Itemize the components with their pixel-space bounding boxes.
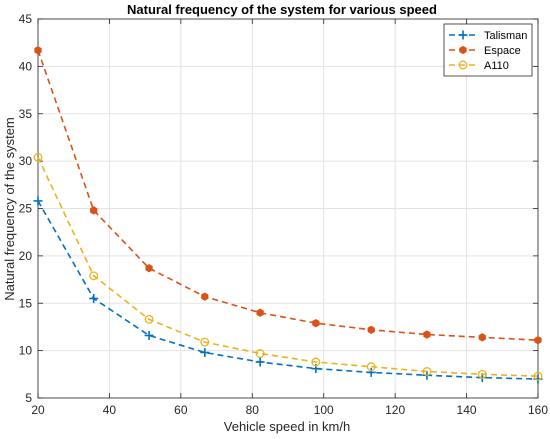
data-point-espace — [145, 264, 153, 273]
legend-marker-talisman — [458, 30, 468, 40]
data-point-espace — [34, 46, 42, 55]
data-point-a110 — [311, 357, 321, 367]
y-tick-label: 5 — [25, 391, 32, 405]
y-axis-label: Natural frequency of the system — [2, 117, 17, 301]
data-point-espace — [534, 336, 542, 345]
x-tick-label: 100 — [314, 403, 334, 417]
legend-label-a110: A110 — [484, 60, 509, 72]
series-line-talisman — [37, 200, 539, 380]
data-point-a110 — [89, 271, 99, 281]
data-point-a110 — [422, 367, 432, 376]
data-point-espace — [201, 292, 209, 301]
x-tick-label: 80 — [246, 403, 260, 417]
y-tick-label: 35 — [19, 107, 33, 121]
y-tick-label: 15 — [19, 296, 33, 310]
data-point-espace — [478, 333, 486, 342]
data-point-a110 — [33, 152, 43, 162]
data-point-a110 — [366, 362, 376, 372]
chart-title: Natural frequency of the system for vari… — [127, 2, 437, 17]
data-point-a110 — [144, 314, 154, 324]
x-tick-label: 40 — [103, 403, 117, 417]
x-tick-label: 60 — [174, 403, 188, 417]
legend-label-talisman: Talisman — [484, 30, 527, 42]
data-point-a110 — [200, 337, 210, 347]
data-point-a110 — [477, 369, 487, 379]
series — [33, 46, 543, 384]
series-line-espace — [37, 50, 539, 341]
legend: Talisman Espace A110 — [443, 23, 533, 77]
y-tick-label: 40 — [19, 59, 33, 73]
data-point-a110 — [533, 371, 543, 381]
data-point-talisman — [366, 367, 376, 377]
x-tick-label: 140 — [457, 403, 477, 417]
y-tick-label: 45 — [19, 12, 33, 26]
x-tick-label: 120 — [385, 403, 405, 417]
x-axis-label: Vehicle speed in km/h — [224, 419, 350, 434]
y-tick-label: 25 — [19, 202, 33, 216]
legend-marker-espace — [459, 45, 467, 55]
legend-marker-a110 — [458, 60, 468, 70]
data-point-talisman — [89, 294, 99, 304]
data-point-espace — [312, 318, 320, 328]
y-tick-label: 30 — [19, 154, 33, 168]
series-line-a110 — [37, 156, 539, 378]
y-tick-label: 10 — [19, 344, 33, 358]
data-point-talisman — [144, 330, 154, 340]
y-tick-label: 20 — [19, 249, 33, 263]
data-point-a110 — [255, 349, 265, 358]
data-point-talisman — [200, 348, 210, 358]
x-tick-label: 160 — [528, 403, 548, 417]
data-point-espace — [90, 206, 98, 215]
data-point-talisman — [33, 196, 43, 206]
data-point-talisman — [255, 357, 265, 367]
data-point-espace — [256, 308, 264, 317]
data-point-espace — [423, 330, 431, 339]
axis-ticks: 20 40 60 80 100 120 140 160 5 10 15 20 25 30 35 40 45 — [19, 12, 549, 417]
data-point-espace — [367, 325, 375, 334]
x-tick-label: 20 — [31, 403, 45, 417]
legend-box — [443, 23, 533, 77]
legend-label-espace: Espace — [484, 45, 521, 57]
